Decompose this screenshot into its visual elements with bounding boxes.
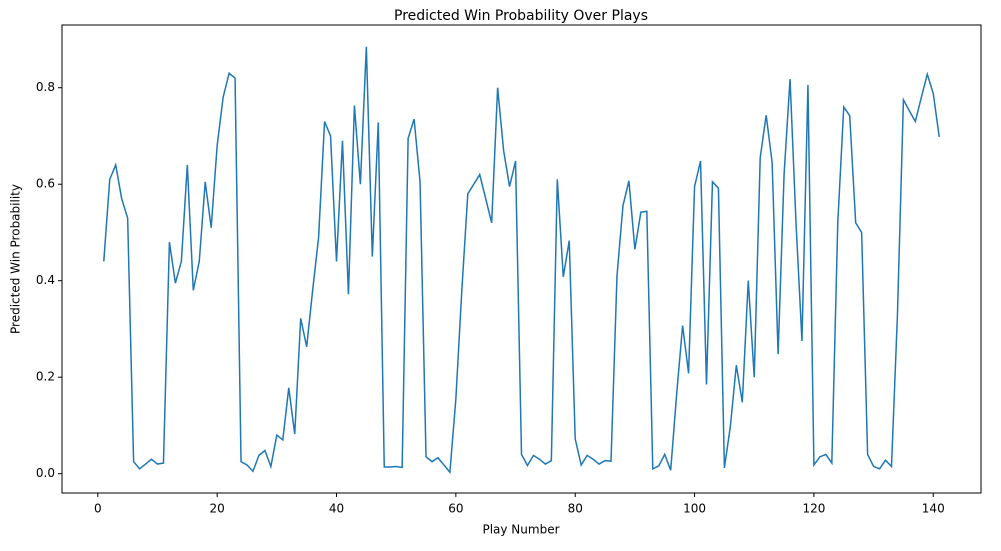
y-tick-label: 0.8 bbox=[36, 80, 55, 94]
x-tick-label: 40 bbox=[329, 502, 344, 516]
x-axis-label: Play Number bbox=[482, 523, 559, 537]
x-tick-label: 80 bbox=[568, 502, 583, 516]
line-series bbox=[103, 46, 940, 475]
x-tick-label: 0 bbox=[94, 502, 102, 516]
x-tick-label: 20 bbox=[210, 502, 225, 516]
axes-frame bbox=[61, 24, 982, 494]
y-tick-label: 0.2 bbox=[36, 370, 55, 384]
y-axis-label: Predicted Win Probability bbox=[9, 184, 23, 334]
y-tick-label: 0.4 bbox=[36, 273, 55, 287]
x-tick-label: 60 bbox=[448, 502, 463, 516]
x-tick-label: 100 bbox=[683, 502, 706, 516]
x-tick-label: 140 bbox=[922, 502, 945, 516]
y-tick-label: 0.0 bbox=[36, 466, 55, 480]
y-tick-label: 0.6 bbox=[36, 177, 55, 191]
chart-title: Predicted Win Probability Over Plays bbox=[394, 8, 648, 24]
x-tick-label: 120 bbox=[802, 502, 825, 516]
